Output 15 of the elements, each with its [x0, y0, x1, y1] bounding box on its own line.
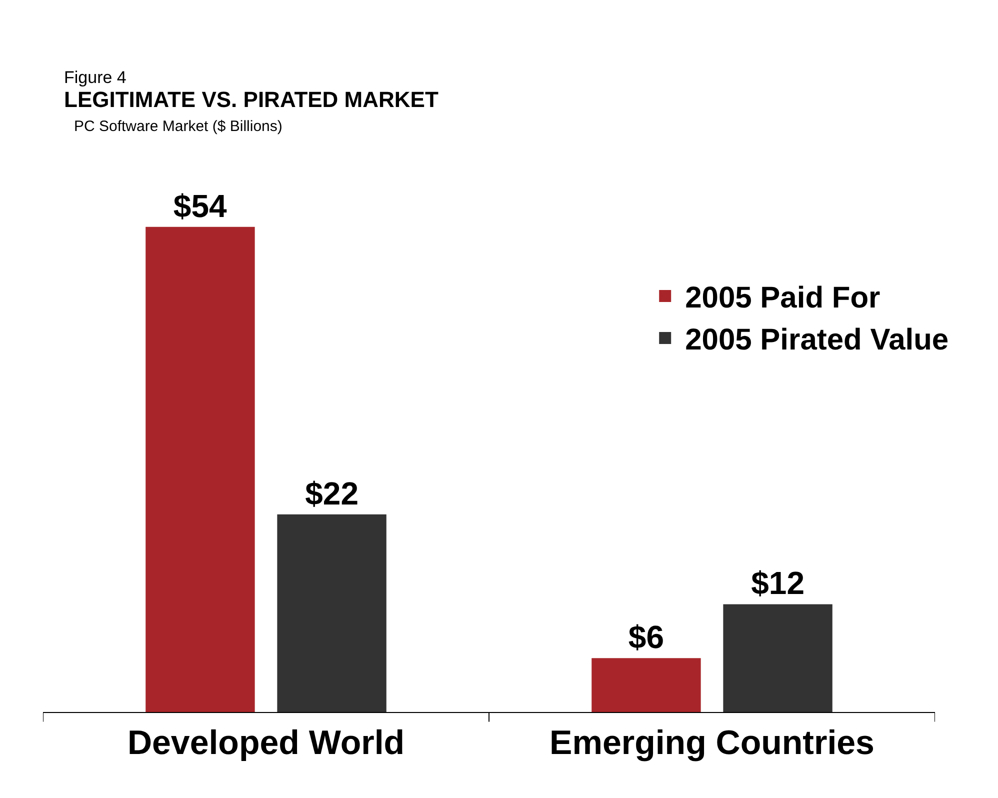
data-label: $54	[173, 188, 228, 224]
bar	[277, 514, 386, 712]
caption: Figure 4	[64, 68, 126, 87]
bar	[723, 604, 832, 712]
legend-label: 2005 Pirated Value	[685, 324, 949, 357]
bar	[146, 226, 255, 712]
x-tick-label: Emerging Countries	[550, 724, 874, 762]
x-tick-label: Developed World	[127, 724, 405, 762]
data-label: $22	[305, 475, 358, 512]
data-label: $6	[628, 619, 664, 656]
chart-title: LEGITIMATE VS. PIRATED MARKET	[64, 87, 439, 112]
data-label: $12	[751, 565, 804, 602]
bar	[592, 658, 701, 712]
legend-label: 2005 Paid For	[685, 282, 881, 315]
chart-subtitle: PC Software Market ($ Billions)	[74, 118, 282, 135]
